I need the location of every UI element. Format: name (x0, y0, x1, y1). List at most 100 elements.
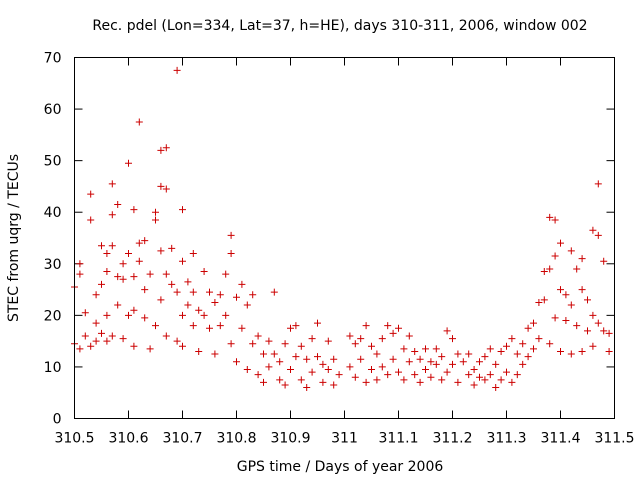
data-point (108, 180, 116, 188)
data-point (227, 249, 235, 257)
data-point (114, 273, 122, 281)
data-point (98, 280, 105, 288)
data-point (130, 306, 138, 314)
x-axis-label: GPS time / Days of year 2006 (237, 459, 444, 475)
data-point (141, 237, 149, 245)
data-point (362, 378, 370, 386)
data-point (76, 345, 84, 353)
data-point (281, 340, 289, 348)
data-point (546, 213, 554, 221)
data-point (567, 350, 575, 358)
data-point (119, 275, 127, 283)
y-axis: 0 10 20 30 40 50 60 70 (44, 51, 615, 428)
y-tick-label: 70 (44, 51, 62, 67)
data-point (76, 270, 84, 278)
data-point (368, 366, 375, 374)
y-tick-label: 30 (44, 257, 62, 273)
data-point (384, 371, 392, 379)
data-point (141, 314, 149, 322)
data-point (179, 311, 186, 319)
y-tick-label: 40 (44, 205, 62, 221)
data-point (384, 322, 392, 330)
data-point (184, 278, 192, 286)
data-point (130, 342, 138, 350)
data-point (389, 329, 397, 337)
data-point (200, 268, 208, 276)
data-point (254, 371, 262, 379)
x-tick-label: 311.4 (540, 431, 580, 447)
data-point (260, 350, 267, 358)
data-point (454, 378, 462, 386)
data-point (157, 296, 165, 304)
data-point (346, 332, 354, 340)
data-point (308, 368, 316, 376)
y-tick-label: 50 (44, 154, 62, 170)
data-point (427, 358, 435, 366)
y-tick-label: 0 (53, 412, 62, 428)
data-point (200, 311, 208, 319)
data-point (546, 265, 554, 273)
data-point (81, 309, 89, 317)
data-point (314, 353, 321, 361)
data-point (287, 324, 294, 332)
data-point (578, 255, 586, 263)
data-point (103, 337, 111, 345)
data-point (238, 324, 246, 332)
data-point (216, 291, 224, 299)
data-point (141, 286, 149, 294)
data-point (351, 373, 359, 381)
data-point (438, 353, 446, 361)
data-point (330, 381, 338, 389)
data-point (189, 249, 197, 257)
data-point (98, 242, 105, 250)
x-tick-label: 311.3 (486, 431, 526, 447)
data-point (427, 373, 435, 381)
data-point (179, 257, 186, 265)
data-point (324, 337, 332, 345)
y-tick-label: 10 (44, 360, 62, 376)
data-point (465, 350, 473, 358)
data-point (357, 335, 365, 343)
data-point (594, 319, 602, 327)
data-point (184, 301, 192, 309)
data-point (589, 226, 597, 234)
data-point (411, 347, 419, 355)
data-point (432, 345, 440, 353)
data-point (179, 342, 186, 350)
data-point (195, 306, 203, 314)
data-point (87, 216, 95, 224)
x-tick-label: 310.9 (270, 431, 310, 447)
data-point (270, 288, 278, 296)
data-point (292, 322, 300, 330)
data-point (459, 358, 467, 366)
data-point (108, 242, 116, 250)
data-point (594, 231, 602, 239)
data-point (314, 319, 321, 327)
data-point (378, 335, 386, 343)
data-point (157, 182, 165, 190)
x-tick-label: 311 (331, 431, 358, 447)
data-point (562, 291, 570, 299)
data-point (486, 345, 494, 353)
data-point (162, 332, 170, 340)
data-point (589, 311, 597, 319)
data-point (206, 288, 213, 296)
plot-frame (74, 57, 615, 419)
data-point (443, 327, 451, 335)
data-point (362, 322, 370, 330)
y-axis-label: STEC from uqrg / TECUs (6, 154, 22, 322)
x-tick-label: 311.2 (432, 431, 472, 447)
data-point (454, 350, 462, 358)
data-point (276, 358, 284, 366)
data-point (400, 345, 408, 353)
data-point (530, 319, 537, 327)
data-point (357, 355, 365, 363)
data-point (265, 363, 273, 371)
data-point (405, 358, 413, 366)
data-point (281, 381, 289, 389)
data-point (125, 249, 132, 257)
data-point (535, 335, 543, 343)
data-point (535, 298, 543, 306)
data-point (508, 378, 516, 386)
